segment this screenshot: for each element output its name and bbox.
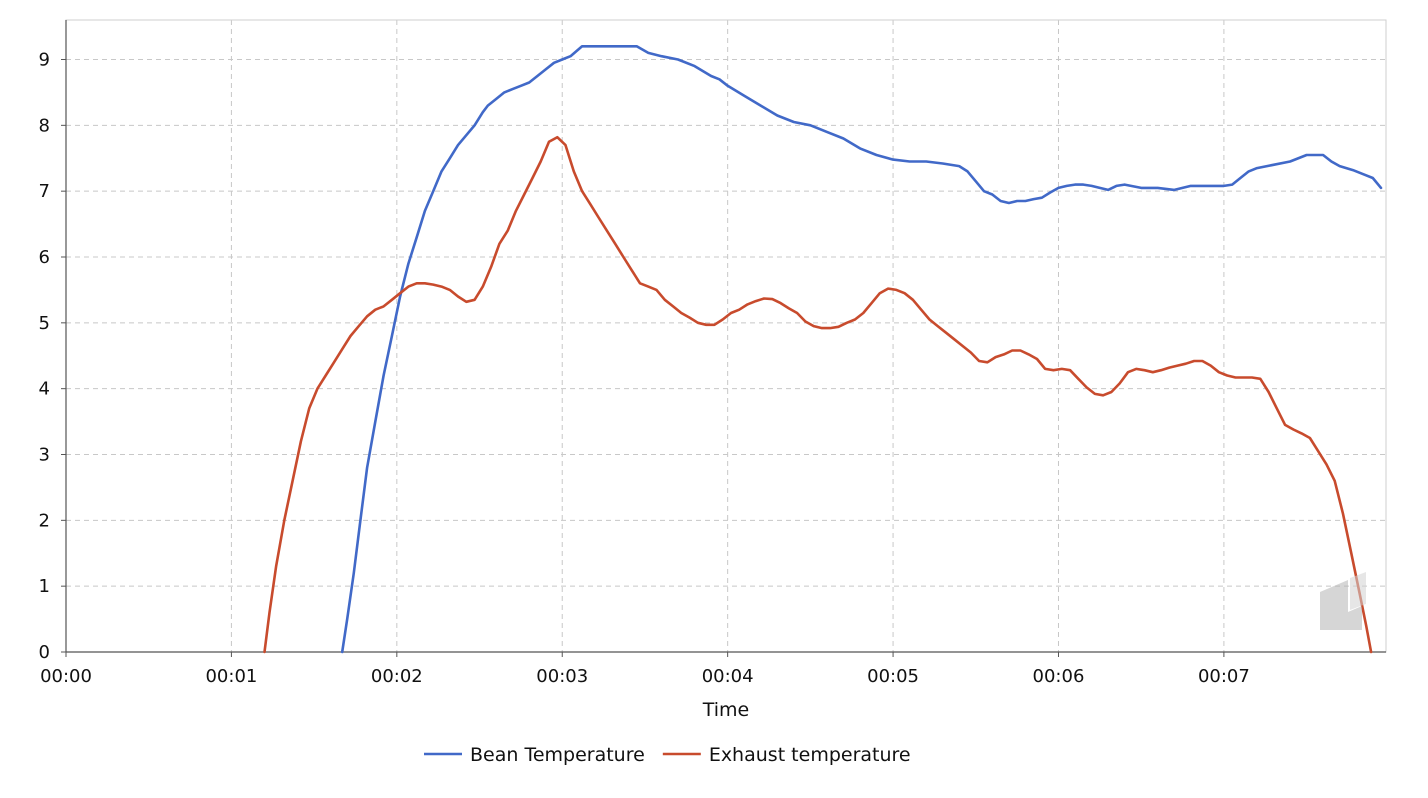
- y-tick-label: 2: [39, 510, 50, 531]
- x-tick-label: 00:01: [205, 666, 257, 687]
- y-tick-label: 3: [39, 445, 50, 466]
- legend-label: Bean Temperature: [470, 744, 645, 766]
- y-tick-label: 7: [39, 181, 50, 202]
- series-line-bean-temperature: [340, 45, 1383, 654]
- legend-label: Exhaust temperature: [709, 744, 911, 766]
- legend: Bean Temperature Exhaust temperature: [424, 744, 911, 766]
- y-tick-label: 4: [39, 379, 50, 400]
- x-tick-label: 00:02: [371, 666, 423, 687]
- y-tick-label: 1: [39, 576, 50, 597]
- x-tick-label: 00:06: [1033, 666, 1085, 687]
- series-line-exhaust-temperature: [263, 135, 1373, 654]
- y-tick-label: 5: [39, 313, 50, 334]
- x-tick-label: 00:00: [40, 666, 92, 687]
- x-axis-title: Time: [702, 699, 750, 721]
- x-tick-label: 00:07: [1198, 666, 1250, 687]
- x-tick-label: 00:05: [867, 666, 919, 687]
- watermark-logo-icon: [1320, 572, 1366, 630]
- y-axis-ticks: 0 1 2 3 4 5 6 7 8 9: [39, 50, 66, 663]
- y-tick-label: 6: [39, 247, 50, 268]
- x-axis-ticks: 00:00 00:01 00:02 00:03 00:04 00:05 00:06 00:07: [40, 652, 1250, 687]
- grid-lines: [66, 20, 1386, 652]
- x-tick-label: 00:03: [536, 666, 588, 687]
- y-tick-label: 8: [39, 115, 50, 136]
- y-tick-label: 9: [39, 50, 50, 71]
- y-tick-label: 0: [39, 642, 50, 663]
- x-tick-label: 00:04: [702, 666, 754, 687]
- series-lines: [263, 45, 1383, 654]
